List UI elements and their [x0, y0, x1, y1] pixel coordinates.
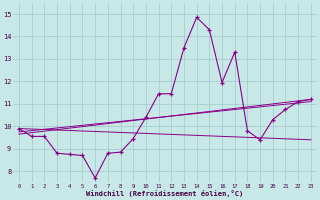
X-axis label: Windchill (Refroidissement éolien,°C): Windchill (Refroidissement éolien,°C): [86, 190, 244, 197]
